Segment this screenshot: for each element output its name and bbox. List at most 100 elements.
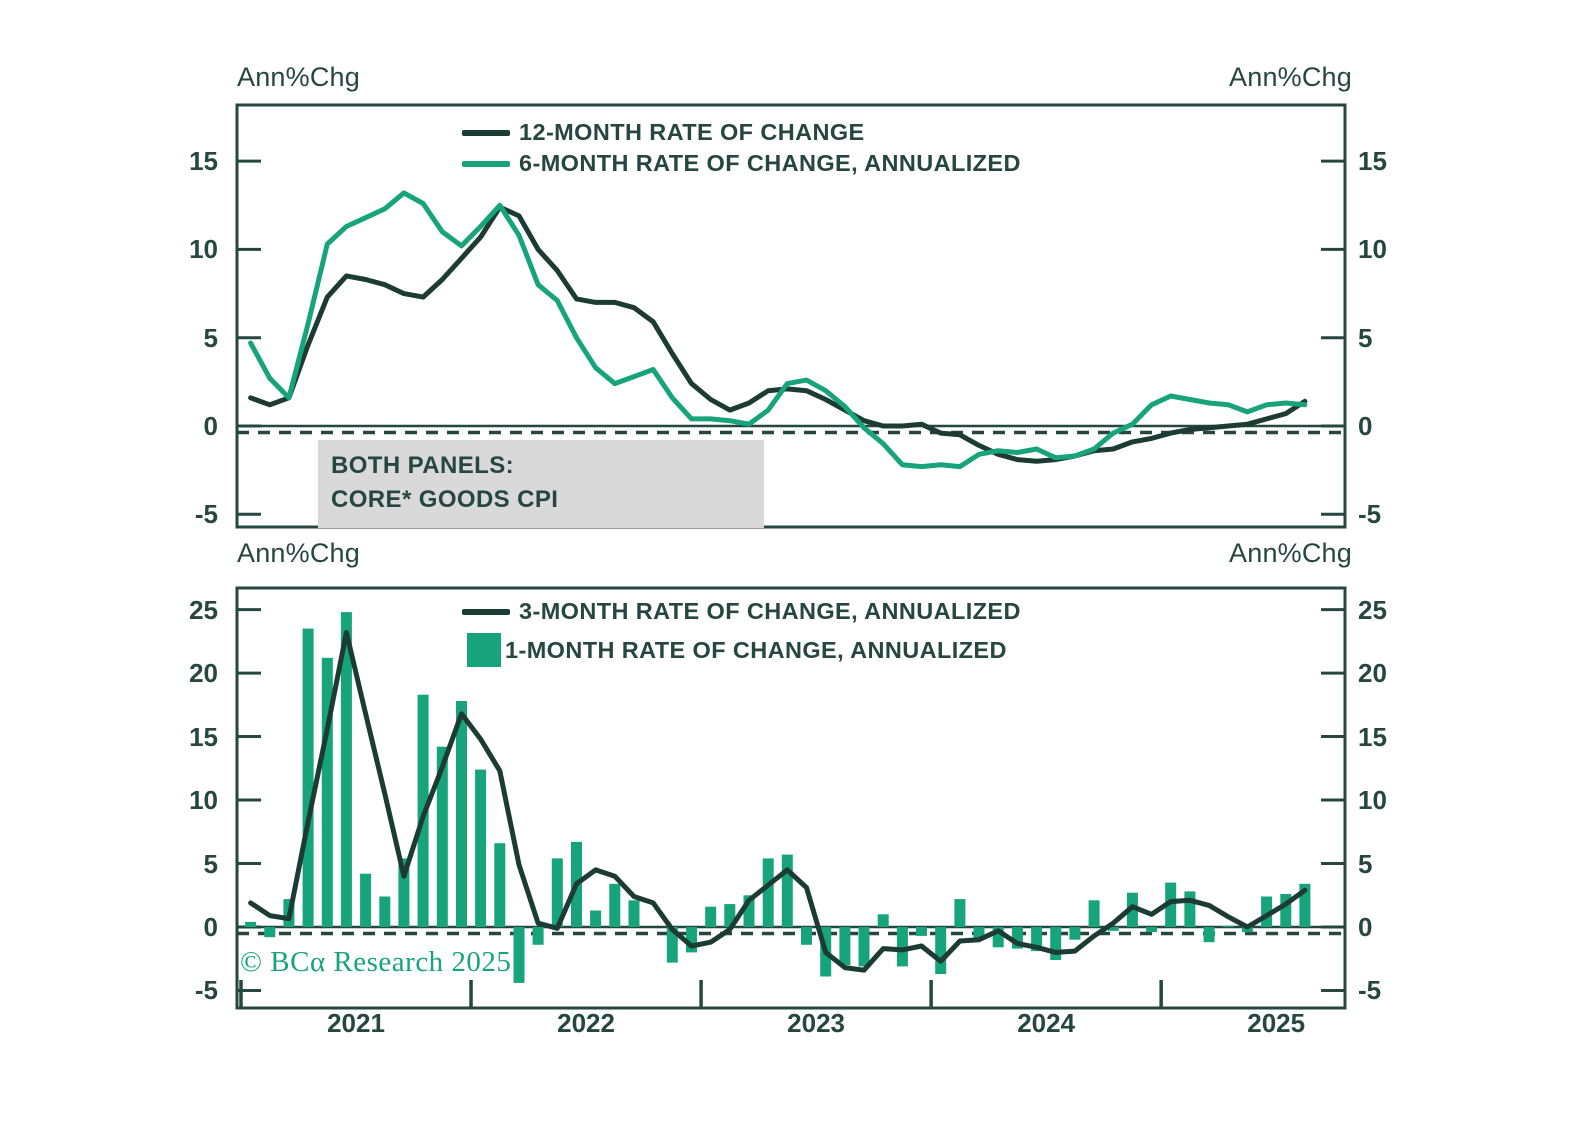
top-panel-axis-unit-left: Ann%Chg: [237, 62, 360, 92]
bca-research-copyright: © BCα Research 2025: [240, 946, 512, 978]
y-axis-tick-label: 25: [189, 594, 218, 625]
y-axis-tick-label: 0: [203, 911, 218, 942]
bar: [532, 927, 544, 945]
bottom-panel-axis-unit-left: Ann%Chg: [237, 538, 360, 568]
bar: [1011, 927, 1023, 949]
bar: [1088, 900, 1100, 927]
bar: [705, 906, 717, 927]
bar: [839, 927, 851, 966]
y-axis-tick-label: -5: [194, 499, 218, 530]
bar: [456, 701, 467, 927]
y-axis-tick-label: -5: [1358, 499, 1382, 530]
top-panel-legend: 12-MONTH RATE OF CHANGE 6-MONTH RATE OF …: [462, 117, 1021, 179]
y-axis-tick-label: 20: [1358, 658, 1387, 689]
bar: [551, 858, 563, 927]
legend-label-1-month: 1-MONTH RATE OF CHANGE, ANNUALIZED: [505, 636, 1007, 663]
bar: [628, 900, 640, 927]
bar: [340, 612, 352, 927]
y-axis-tick-label: 0: [1358, 911, 1373, 942]
y-axis-tick-label: 15: [189, 146, 218, 177]
bar: [686, 927, 697, 953]
legend-label-3-month: 3-MONTH RATE OF CHANGE, ANNUALIZED: [519, 598, 1021, 624]
bar: [666, 927, 678, 963]
legend-item-6-month: 6-MONTH RATE OF CHANGE, ANNUALIZED: [462, 148, 1021, 179]
y-axis-tick-label: 25: [1358, 594, 1387, 625]
dark-line-swatch-icon: [462, 129, 510, 136]
bar: [494, 843, 506, 927]
y-axis-tick-label: 15: [1358, 721, 1387, 752]
bar: [475, 769, 487, 927]
top-panel-axis-unit-right: Ann%Chg: [1229, 62, 1352, 92]
series-line-3-month: [248, 629, 1308, 973]
y-axis-tick-label: 5: [203, 322, 218, 353]
bottom-panel-axis-unit-right: Ann%Chg: [1229, 538, 1352, 568]
bar: [801, 927, 812, 945]
y-axis-tick-label: 10: [189, 785, 218, 816]
x-axis-year-label: 2024: [1017, 1008, 1076, 1038]
legend-label-12-month: 12-MONTH RATE OF CHANGE: [519, 119, 865, 145]
bar: [302, 628, 314, 927]
bar: [360, 873, 372, 927]
bar: [1299, 883, 1311, 927]
panel-border: [235, 586, 1347, 1010]
y-axis-tick-label: 5: [1358, 322, 1373, 353]
bar: [1165, 882, 1177, 927]
bar: [513, 927, 525, 983]
bar: [916, 927, 927, 936]
y-axis-tick-label: -5: [1358, 975, 1382, 1006]
bar: [1146, 927, 1158, 933]
legend-item-1-month: 1-MONTH RATE OF CHANGE, ANNUALIZED: [462, 627, 1021, 673]
y-axis-tick-label: 20: [189, 658, 218, 689]
bar: [1031, 927, 1043, 952]
bar: [743, 895, 755, 927]
bar: [609, 883, 621, 927]
bar: [590, 910, 602, 927]
bar: [973, 927, 985, 940]
bar: [1241, 927, 1253, 933]
green-bar-swatch-icon: [467, 633, 501, 667]
bar: [954, 899, 966, 927]
x-axis-year-label: 2021: [327, 1008, 385, 1038]
y-axis-tick-label: 10: [1358, 785, 1387, 816]
annotation-line1: BOTH PANELS:: [331, 452, 515, 479]
bar: [762, 858, 774, 927]
legend-item-12-month: 12-MONTH RATE OF CHANGE: [462, 117, 1021, 148]
y-axis-tick-label: 10: [189, 234, 218, 265]
bar: [321, 657, 333, 927]
bar: [1184, 891, 1196, 927]
bar: [781, 854, 793, 927]
bar: [379, 896, 391, 927]
both-panels-annotation: BOTH PANELS: CORE* GOODS CPI: [318, 440, 764, 528]
bar: [724, 904, 736, 927]
y-axis-tick-label: 15: [189, 721, 218, 752]
y-axis-tick-label: 5: [1358, 848, 1373, 879]
dark-line-swatch-icon: [462, 608, 510, 615]
annotation-line2: CORE* GOODS CPI: [331, 486, 559, 513]
bar: [245, 921, 257, 927]
bar: [858, 927, 870, 967]
bar: [436, 746, 448, 927]
y-axis-tick-label: -5: [194, 975, 218, 1006]
y-axis-tick-label: 5: [203, 848, 218, 879]
bar: [1050, 927, 1062, 960]
bar: [935, 927, 947, 974]
green-line-swatch-icon: [462, 160, 510, 167]
x-axis-year-label: 2025: [1247, 1008, 1306, 1038]
bar: [1222, 925, 1234, 927]
y-axis-tick-label: 0: [1358, 411, 1373, 441]
legend-label-6-month: 6-MONTH RATE OF CHANGE, ANNUALIZED: [519, 150, 1021, 176]
bar: [896, 927, 908, 967]
x-axis-year-label: 2022: [557, 1008, 615, 1038]
y-axis-tick-label: 0: [203, 411, 218, 441]
panel-border: [235, 103, 1347, 529]
series-line-12-month: [248, 204, 1308, 464]
bottom-panel-legend: 3-MONTH RATE OF CHANGE, ANNUALIZED 1-MON…: [462, 596, 1021, 673]
series-line-6-month: [248, 190, 1308, 470]
x-axis-year-label: 2023: [787, 1008, 846, 1038]
y-axis-tick-label: 10: [1358, 234, 1387, 265]
bar: [1261, 896, 1273, 927]
bar: [992, 927, 1004, 948]
bar: [1203, 927, 1215, 943]
bar: [1280, 894, 1292, 927]
